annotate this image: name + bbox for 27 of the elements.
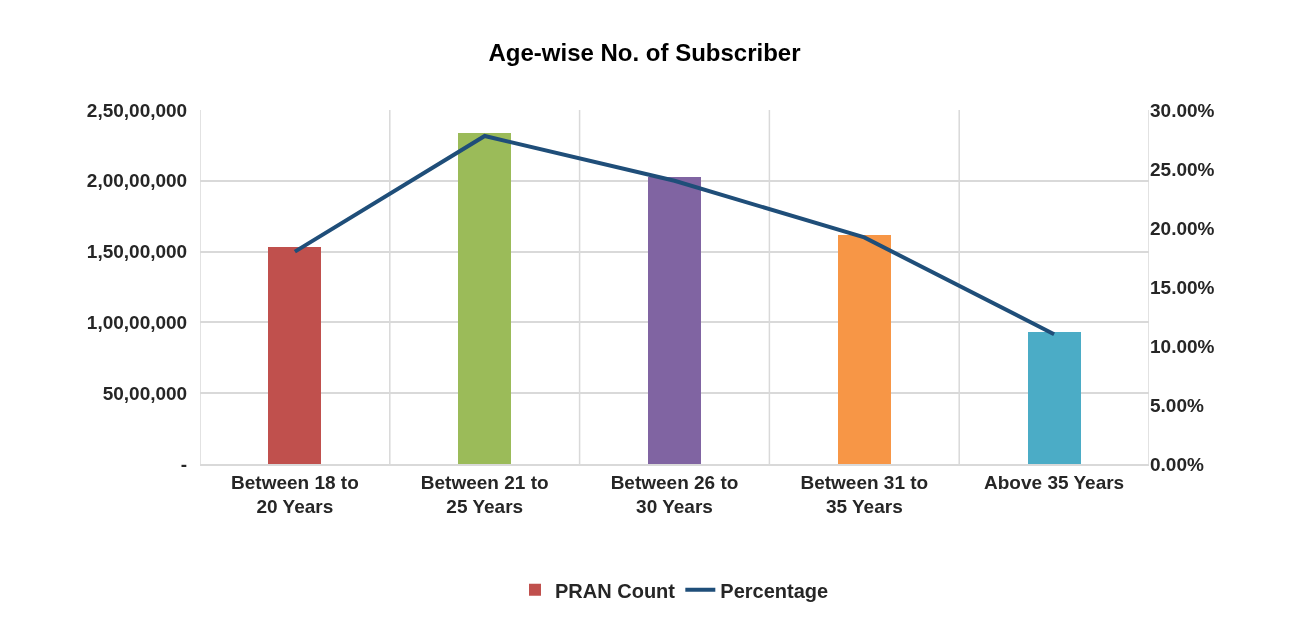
y2-tick-label: 30.00% bbox=[1150, 99, 1215, 121]
x-tick-label: Between 18 to 20 Years bbox=[231, 471, 359, 518]
x-tick-label: Between 21 to 25 Years bbox=[420, 471, 549, 518]
y2-tick-label: 5.00% bbox=[1150, 394, 1204, 416]
y-tick-label: 50,00,000 bbox=[102, 382, 188, 404]
y2-tick-label: 10.00% bbox=[1150, 335, 1215, 357]
y-tick-label: 2,00,00,000 bbox=[86, 170, 188, 192]
y-tick-label: 2,50,00,000 bbox=[86, 99, 188, 121]
y2-tick-label: 15.00% bbox=[1150, 276, 1215, 298]
x-tick-label: Between 26 to 30 Years bbox=[610, 471, 739, 518]
legend-label: PRAN Count bbox=[555, 579, 676, 602]
x-tick-label: Between 31 to 35 Years bbox=[800, 471, 929, 518]
bar bbox=[648, 177, 701, 464]
bar bbox=[838, 235, 891, 464]
y-tick-label: 1,50,00,000 bbox=[86, 241, 188, 263]
y-tick-label: 1,00,00,000 bbox=[86, 312, 188, 334]
legend-label: Percentage bbox=[720, 579, 829, 602]
y-tick-label: - bbox=[180, 453, 188, 475]
bar bbox=[458, 133, 511, 464]
line-series bbox=[292, 133, 1057, 337]
x-tick-label: Above 35 Years bbox=[984, 471, 1125, 493]
y2-tick-label: 25.00% bbox=[1150, 158, 1215, 180]
chart-title: Age-wise No. of Subscriber bbox=[488, 39, 801, 67]
y2-tick-label: 0.00% bbox=[1150, 453, 1204, 475]
y2-tick-label: 20.00% bbox=[1150, 217, 1215, 239]
bar bbox=[1028, 332, 1081, 464]
bar bbox=[268, 247, 321, 464]
